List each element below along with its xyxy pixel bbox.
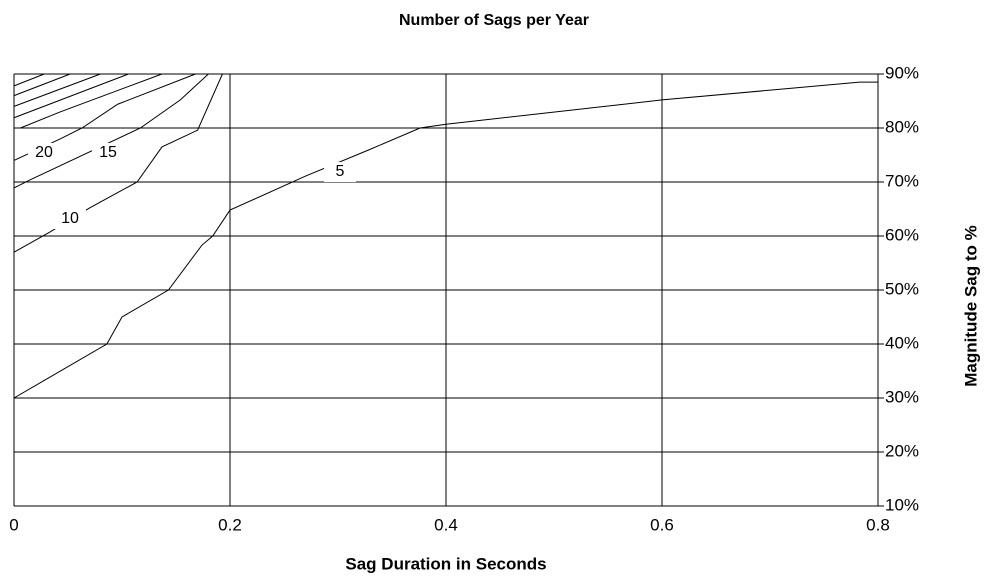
x-tick-label: 0 (9, 515, 18, 534)
y-tick-label: 40% (885, 333, 919, 352)
contour-label-bg (92, 143, 124, 163)
chart-title: Number of Sags per Year (399, 12, 589, 29)
contour-label: 15 (99, 144, 117, 161)
contour-line (13, 73, 101, 107)
contour-label: 10 (61, 210, 79, 227)
contour-line (13, 73, 223, 253)
y-tick-label: 80% (885, 117, 919, 136)
x-axis-title: Sag Duration in Seconds (345, 554, 546, 573)
y-tick-label: 50% (885, 279, 919, 298)
contour-line (20, 73, 163, 129)
y-tick-label: 30% (885, 387, 919, 406)
y-tick-label: 60% (885, 225, 919, 244)
y-tick-label: 20% (885, 441, 919, 460)
x-tick-label: 0.2 (218, 515, 242, 534)
contour-line (13, 73, 71, 97)
x-tick-label: 0.6 (650, 515, 674, 534)
y-axis-title: Magnitude Sag to % (961, 225, 980, 387)
contour-label-bg (28, 143, 60, 163)
contour-line (13, 73, 45, 87)
contour-line (13, 81, 878, 399)
y-tick-label: 90% (885, 63, 919, 82)
y-tick-label: 70% (885, 171, 919, 190)
x-tick-label: 0.8 (866, 515, 890, 534)
contour-line (13, 73, 129, 119)
contour-label: 5 (336, 163, 345, 180)
contour-label-bg (54, 209, 86, 229)
x-tick-label: 0.4 (434, 515, 458, 534)
contour-label-bg (324, 162, 356, 182)
y-tick-label: 10% (885, 495, 919, 514)
contour-line (13, 73, 209, 189)
contour-label: 20 (35, 144, 53, 161)
